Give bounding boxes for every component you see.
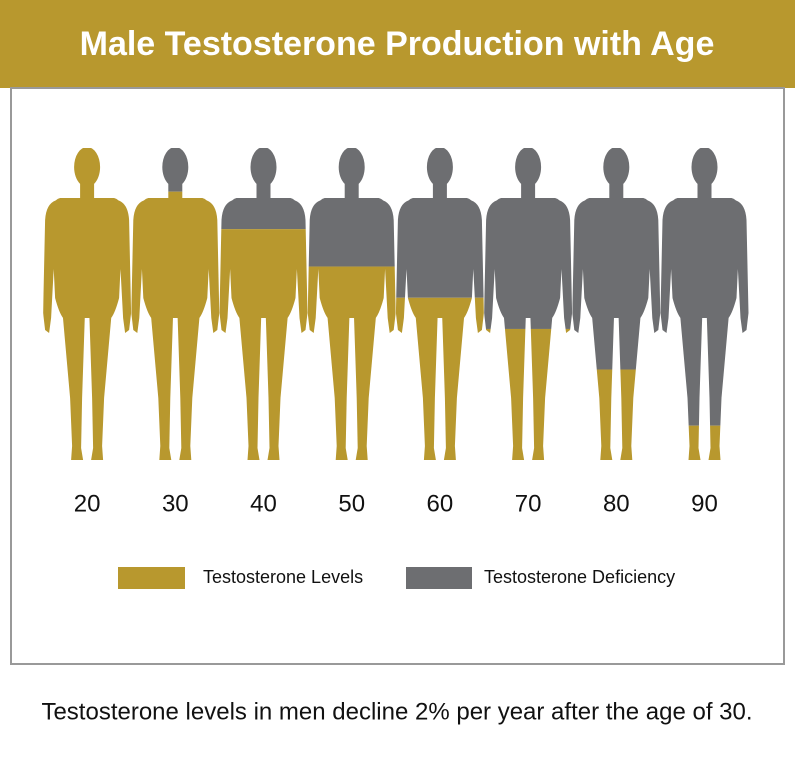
deficiency-fill: [395, 148, 484, 298]
level-fill: [660, 425, 749, 460]
figure: [307, 148, 396, 460]
age-label: 60: [427, 490, 454, 517]
figure: [572, 148, 661, 460]
figure: [660, 148, 749, 460]
level-fill: [484, 328, 573, 460]
figure: [43, 148, 132, 460]
level-fill: [307, 266, 396, 460]
level-fill: [43, 148, 132, 460]
figure: [131, 148, 220, 460]
figure: [395, 148, 484, 460]
legend-swatch: [406, 567, 472, 589]
deficiency-fill: [219, 148, 308, 230]
deficiency-fill: [484, 148, 573, 329]
figure: [219, 148, 308, 460]
deficiency-fill: [307, 148, 396, 267]
deficiency-fill: [660, 148, 749, 426]
age-label: 70: [515, 490, 542, 517]
age-label: 90: [691, 490, 718, 517]
age-label: 20: [74, 490, 101, 517]
frame: [10, 87, 785, 665]
deficiency-fill: [572, 148, 661, 370]
level-fill: [572, 369, 661, 460]
deficiency-fill: [131, 148, 220, 192]
chart-title: Male Testosterone Production with Age: [80, 25, 715, 63]
legend-label: Testosterone Levels: [203, 567, 363, 587]
figure: [484, 148, 573, 460]
age-label: 30: [162, 490, 189, 517]
level-fill: [395, 297, 484, 460]
legend-swatch: [118, 567, 185, 589]
level-fill: [131, 191, 220, 460]
legend-label: Testosterone Deficiency: [484, 567, 675, 587]
title-band: [0, 0, 795, 88]
age-label: 50: [338, 490, 365, 517]
level-fill: [219, 229, 308, 460]
age-label: 80: [603, 490, 630, 517]
caption: Testosterone levels in men decline 2% pe…: [41, 698, 752, 725]
age-label: 40: [250, 490, 277, 517]
